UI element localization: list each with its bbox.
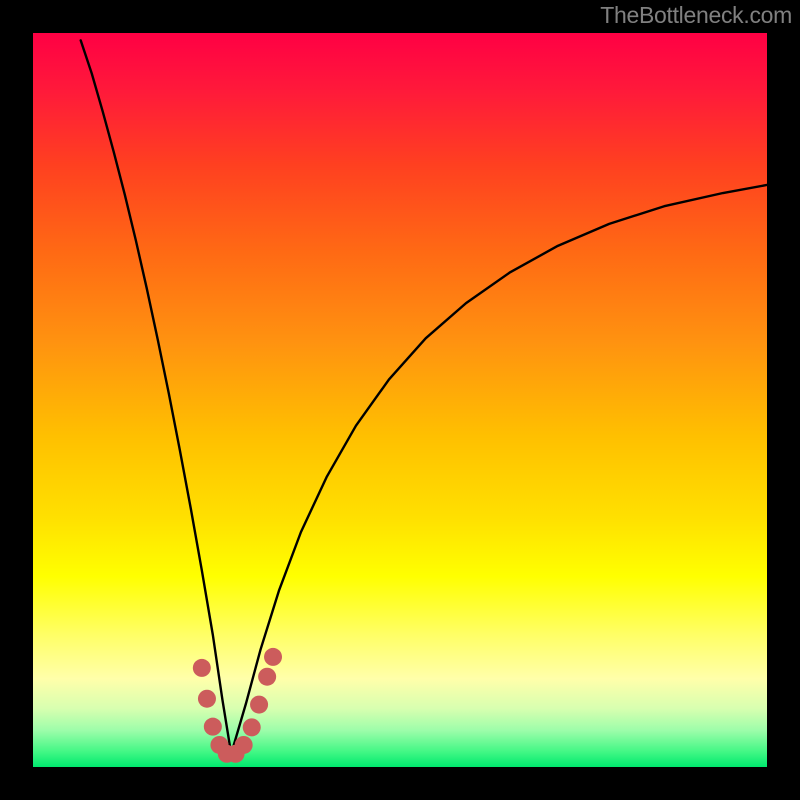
watermark-text: TheBottleneck.com: [600, 2, 792, 29]
marker-dot: [198, 690, 216, 708]
marker-dot: [193, 659, 211, 677]
marker-dot: [235, 736, 253, 754]
marker-dot: [258, 668, 276, 686]
v-curve: [81, 40, 767, 753]
plot-area: [33, 33, 767, 767]
curve-layer: [33, 33, 767, 767]
marker-dot: [243, 718, 261, 736]
marker-dot: [250, 696, 268, 714]
marker-dot: [264, 648, 282, 666]
marker-dot: [204, 718, 222, 736]
marker-u-group: [193, 648, 282, 763]
